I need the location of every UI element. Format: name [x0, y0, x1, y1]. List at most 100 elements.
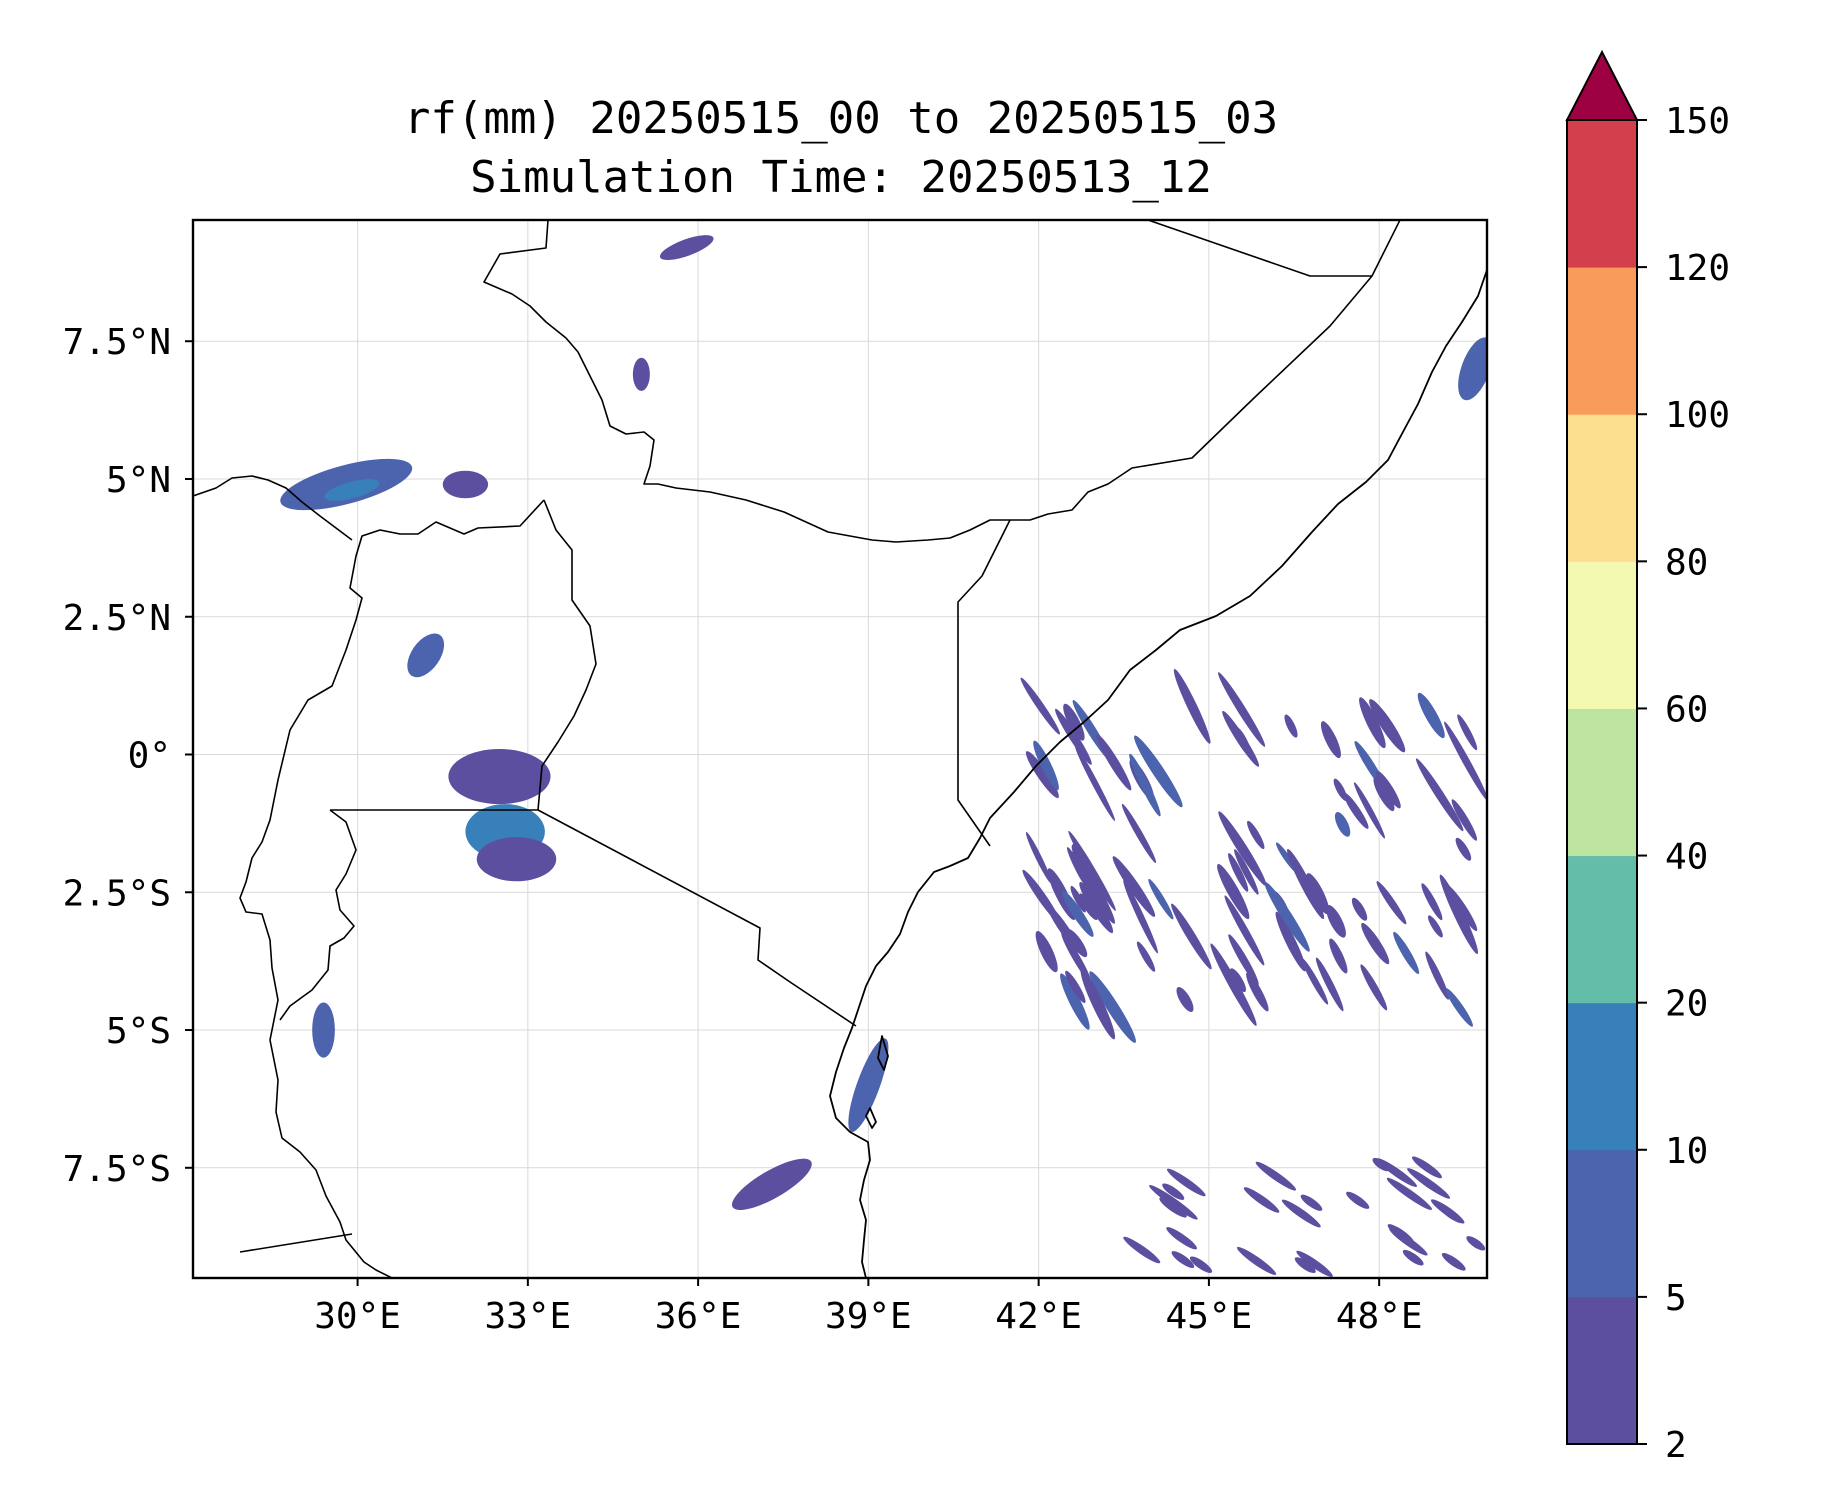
ocean-rain-streak	[1123, 879, 1158, 954]
coastline	[829, 269, 1487, 1278]
ocean-rain-streak	[1351, 897, 1368, 921]
ocean-rain-streak	[1025, 751, 1059, 799]
ocean-rain-streak	[1228, 934, 1259, 986]
ocean-rain-streak-south	[1407, 1168, 1451, 1199]
colorbar-segment-5	[1567, 561, 1637, 709]
ocean-rain-streak	[1246, 972, 1269, 1012]
map-frame	[191, 218, 1489, 1280]
longitude-axis: 30°E 33°E 36°E 39°E 42°E 45°E 48°E	[314, 1278, 1423, 1337]
rain-area-tanzania-coast	[848, 1038, 889, 1132]
ocean-rain-streak	[1046, 903, 1082, 954]
ocean-rain-streak-south	[1402, 1249, 1424, 1266]
colorbar-label-2: 10	[1665, 1131, 1708, 1172]
ocean-rain-streak-south	[1430, 1199, 1465, 1224]
ocean-rain-streak-south	[1166, 1227, 1198, 1250]
lon-tick-label-2: 36°E	[655, 1296, 742, 1337]
lat-tick-label-6: 7.5°S	[63, 1149, 171, 1190]
ocean-rain-streak-south	[1372, 1157, 1390, 1172]
colorbar-label-3: 20	[1665, 984, 1708, 1025]
ocean-rain-streak-south	[1411, 1156, 1442, 1179]
latitude-axis: 7.5°N 5°N 2.5°N 0° 2.5°S 5°S 7.5°S	[63, 322, 193, 1190]
ocean-rain-streak	[1148, 878, 1174, 920]
rain-area-lake-victoria-north	[448, 749, 551, 805]
ocean-rain-streak	[1079, 893, 1098, 921]
ocean-rain-streak-south	[1123, 1236, 1161, 1264]
ocean-rain-streak	[1074, 745, 1116, 821]
ocean-rain-streak	[1326, 904, 1346, 938]
ocean-rain-streak	[1080, 968, 1116, 1040]
ocean-rain-streak	[1264, 881, 1310, 952]
ocean-rain-streak	[1301, 958, 1329, 1005]
ocean-rain-streak	[1343, 792, 1369, 829]
colorbar-label-1: 5	[1665, 1278, 1687, 1319]
colorbar-segment-4	[1567, 708, 1637, 857]
lon-tick-label-6: 48°E	[1336, 1296, 1423, 1337]
ocean-rain-streak	[1444, 721, 1487, 802]
lat-tick-label-4: 2.5°S	[63, 873, 171, 914]
ocean-rain-streak	[1439, 874, 1479, 955]
ocean-rain-streak	[1025, 831, 1052, 884]
ocean-rain-streak	[1176, 987, 1194, 1013]
ocean-rain-streak	[1071, 851, 1115, 924]
ocean-rain-streak	[1070, 885, 1086, 913]
ocean-rain-streak	[1247, 820, 1265, 850]
ocean-rain-streak	[1353, 782, 1386, 839]
ocean-rain-streak	[1121, 803, 1157, 864]
rain-area-ethiopia-west	[632, 357, 650, 391]
lat-tick-label-2: 2.5°N	[63, 598, 171, 639]
lat-tick-label-1: 5°N	[106, 460, 171, 501]
ocean-rain-streak	[1224, 895, 1265, 966]
ocean-rain-streak	[1229, 968, 1247, 993]
ocean-rain-streak	[1445, 988, 1473, 1027]
lon-tick-label-0: 30°E	[314, 1296, 401, 1337]
ocean-rain-streak	[1134, 735, 1183, 808]
ocean-rain-streak-south	[1236, 1246, 1277, 1275]
ocean-rain-streak	[1275, 911, 1306, 972]
ocean-rain-streak	[1334, 811, 1351, 837]
colorbar-segment-2	[1567, 1002, 1637, 1151]
ocean-rain-streak	[1060, 973, 1090, 1030]
ocean-rain-streak-south	[1296, 1250, 1333, 1277]
ocean-rain-streak	[1329, 938, 1348, 974]
ocean-rain-streak-south	[1386, 1177, 1432, 1210]
rain-area-lake-tanganyika	[312, 1002, 335, 1058]
colorbar-segment-8	[1567, 120, 1637, 268]
ocean-rain-streak	[1065, 970, 1086, 1004]
ocean-rain-streak	[1210, 943, 1257, 1026]
lon-tick-label-5: 45°E	[1166, 1296, 1253, 1337]
ocean-rain-streak	[1455, 837, 1472, 861]
ocean-rain-streak	[1020, 677, 1061, 735]
ocean-rain-streak	[1218, 672, 1266, 747]
ocean-rain-streak	[1369, 699, 1406, 753]
ocean-rain-streak-south	[1300, 1194, 1323, 1211]
colorbar-segment-3	[1567, 855, 1637, 1004]
ocean-rain-streak	[1033, 740, 1059, 791]
ocean-rain-streak	[1425, 951, 1449, 1000]
ocean-rain-streak	[1376, 770, 1401, 809]
rain-area-ethiopia-north	[659, 235, 714, 260]
lon-tick-label-4: 42°E	[995, 1296, 1082, 1337]
ocean-rain-streak-south	[1243, 1187, 1280, 1213]
ocean-rain-streak	[1393, 931, 1420, 975]
map-title-line2: Simulation Time: 20250513_12	[470, 152, 1212, 203]
ocean-rain-streak	[1035, 931, 1058, 973]
ocean-rain-streak	[1071, 843, 1088, 867]
ocean-rain-streak	[1417, 692, 1445, 739]
rain-area-lake-albert	[407, 633, 445, 678]
colorbar-extend-triangle	[1565, 49, 1639, 121]
ocean-rain-streak	[1457, 714, 1478, 751]
ocean-rain-streak-south	[1255, 1161, 1297, 1191]
colorbar-label-7: 100	[1665, 395, 1730, 436]
colorbar-frame	[1566, 119, 1638, 1445]
map-title-line1: rf(mm) 20250515_00 to 20250515_03	[404, 93, 1278, 144]
ocean-rain-streak	[1129, 753, 1161, 817]
ocean-rain-streak	[1234, 726, 1251, 756]
ocean-rain-streak	[1217, 864, 1250, 920]
ocean-rain-streak	[1421, 883, 1443, 921]
ocean-rain-streak-south	[1294, 1257, 1316, 1274]
ocean-rain-streak	[1173, 669, 1211, 744]
map-panel	[193, 220, 1487, 1278]
ocean-rain-streak	[1320, 721, 1341, 759]
ocean-rain-streak	[1306, 873, 1330, 915]
